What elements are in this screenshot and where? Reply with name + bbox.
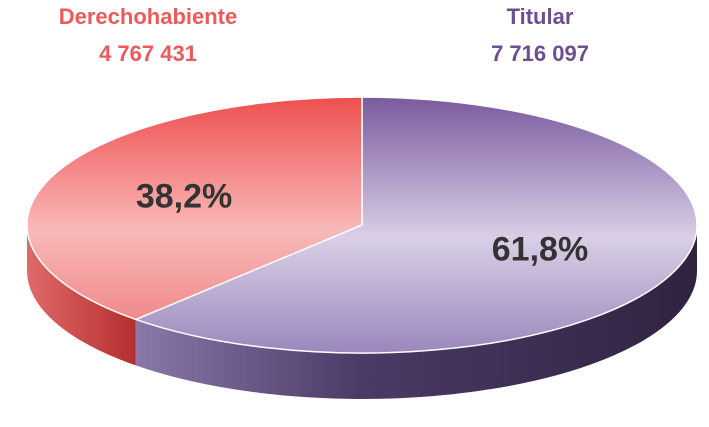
data-label: 61,8% bbox=[492, 230, 588, 268]
slice bbox=[26, 96, 363, 321]
data-label: 38,2% bbox=[136, 178, 232, 216]
slice-side bbox=[135, 225, 698, 399]
legend-label: Derechohabiente bbox=[59, 4, 238, 29]
legend-count: 7 716 097 bbox=[491, 41, 589, 66]
legend-label: Titular bbox=[507, 4, 574, 29]
slice bbox=[133, 96, 698, 354]
legend-count: 4 767 431 bbox=[99, 41, 197, 66]
